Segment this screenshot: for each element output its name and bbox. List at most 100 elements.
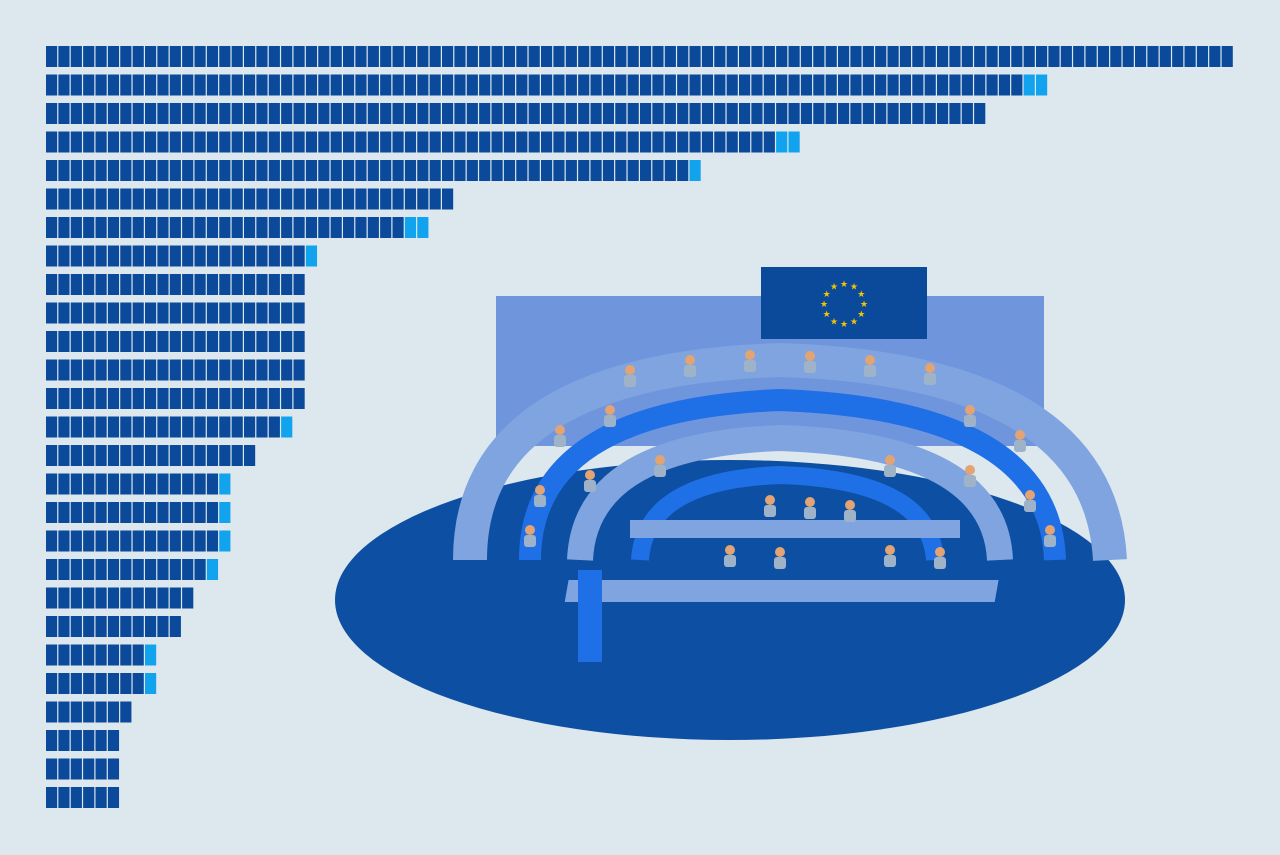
seat-block xyxy=(640,74,652,96)
seat-block xyxy=(95,616,107,637)
seat-block xyxy=(219,502,231,523)
seat-block xyxy=(899,46,912,67)
seat-block xyxy=(194,416,206,438)
seat-block xyxy=(528,103,540,124)
seat-block xyxy=(145,388,157,409)
seat-block xyxy=(825,74,837,96)
seat-block xyxy=(95,74,107,96)
seat-block xyxy=(776,131,788,153)
seat-block xyxy=(763,103,775,124)
member-body xyxy=(804,361,816,373)
seat-block xyxy=(58,188,70,210)
bar-row xyxy=(46,502,231,523)
seat-block xyxy=(182,416,194,438)
seat-block xyxy=(541,160,553,181)
seat-block xyxy=(157,530,169,552)
seat-block xyxy=(70,730,82,751)
seat-block xyxy=(120,331,132,352)
seat-block xyxy=(392,74,404,96)
seat-block xyxy=(293,245,305,267)
seat-block xyxy=(182,131,194,153)
seat-block xyxy=(182,46,194,67)
bar-row xyxy=(46,616,181,637)
member-figure xyxy=(555,425,565,435)
member-body xyxy=(1024,500,1036,512)
seat-block xyxy=(182,530,194,552)
seat-block xyxy=(46,74,58,96)
seat-block xyxy=(343,160,355,181)
seat-block xyxy=(182,388,194,409)
seat-block xyxy=(206,416,219,438)
seat-block xyxy=(256,302,268,324)
member-figure xyxy=(885,545,895,555)
seat-block xyxy=(268,46,280,67)
seat-block xyxy=(800,74,813,96)
seat-block xyxy=(132,530,144,552)
seat-block xyxy=(590,131,602,153)
seat-block xyxy=(58,758,70,780)
seat-block xyxy=(169,46,181,67)
seat-block xyxy=(219,416,231,438)
seat-block xyxy=(726,74,738,96)
seat-block xyxy=(83,673,95,694)
seat-block xyxy=(949,46,961,67)
seat-block xyxy=(503,131,516,153)
seat-block xyxy=(107,245,120,267)
seat-block xyxy=(194,131,206,153)
member-body xyxy=(584,480,596,492)
seat-block xyxy=(132,245,144,267)
member-body xyxy=(884,555,896,567)
seat-block xyxy=(602,103,615,124)
seat-block xyxy=(330,131,342,153)
seat-block xyxy=(318,103,330,124)
seat-block xyxy=(46,245,58,267)
seat-block xyxy=(120,131,132,153)
seat-block xyxy=(578,46,590,67)
seat-block xyxy=(194,388,206,409)
seat-block xyxy=(330,103,342,124)
seat-block xyxy=(627,131,639,153)
bar-row xyxy=(46,74,1048,96)
seat-block xyxy=(145,103,157,124)
seat-block xyxy=(145,359,157,381)
seat-block xyxy=(454,74,466,96)
seat-block xyxy=(1122,46,1134,67)
seat-block xyxy=(305,245,318,267)
seat-block xyxy=(219,103,231,124)
seat-block xyxy=(1147,46,1159,67)
seat-block xyxy=(602,131,615,153)
seat-block xyxy=(281,388,293,409)
seat-block xyxy=(429,131,441,153)
seat-block xyxy=(590,103,602,124)
seat-block xyxy=(206,359,219,381)
seat-block xyxy=(714,46,726,67)
seat-block xyxy=(429,160,441,181)
seat-block xyxy=(145,559,157,580)
seat-block xyxy=(157,188,169,210)
bar-row xyxy=(46,217,429,238)
seat-block xyxy=(157,388,169,409)
seat-block xyxy=(380,217,392,238)
seat-block xyxy=(1023,46,1035,67)
seat-block xyxy=(305,131,318,153)
seat-block xyxy=(145,245,157,267)
seat-block xyxy=(986,74,998,96)
seat-block xyxy=(145,673,157,694)
seat-block xyxy=(58,74,70,96)
seat-block xyxy=(107,644,120,666)
front-desk xyxy=(630,520,960,538)
seat-block xyxy=(800,46,813,67)
seat-block xyxy=(169,473,181,495)
seat-row xyxy=(631,465,944,561)
star-icon: ★ xyxy=(840,319,848,329)
seat-block xyxy=(231,416,243,438)
seat-block xyxy=(330,217,342,238)
seat-block xyxy=(466,46,478,67)
seat-block xyxy=(182,587,194,609)
seat-block xyxy=(281,160,293,181)
seat-block xyxy=(318,74,330,96)
seat-block xyxy=(256,359,268,381)
seat-block xyxy=(70,530,82,552)
seat-block xyxy=(553,160,565,181)
seat-block xyxy=(1085,46,1097,67)
